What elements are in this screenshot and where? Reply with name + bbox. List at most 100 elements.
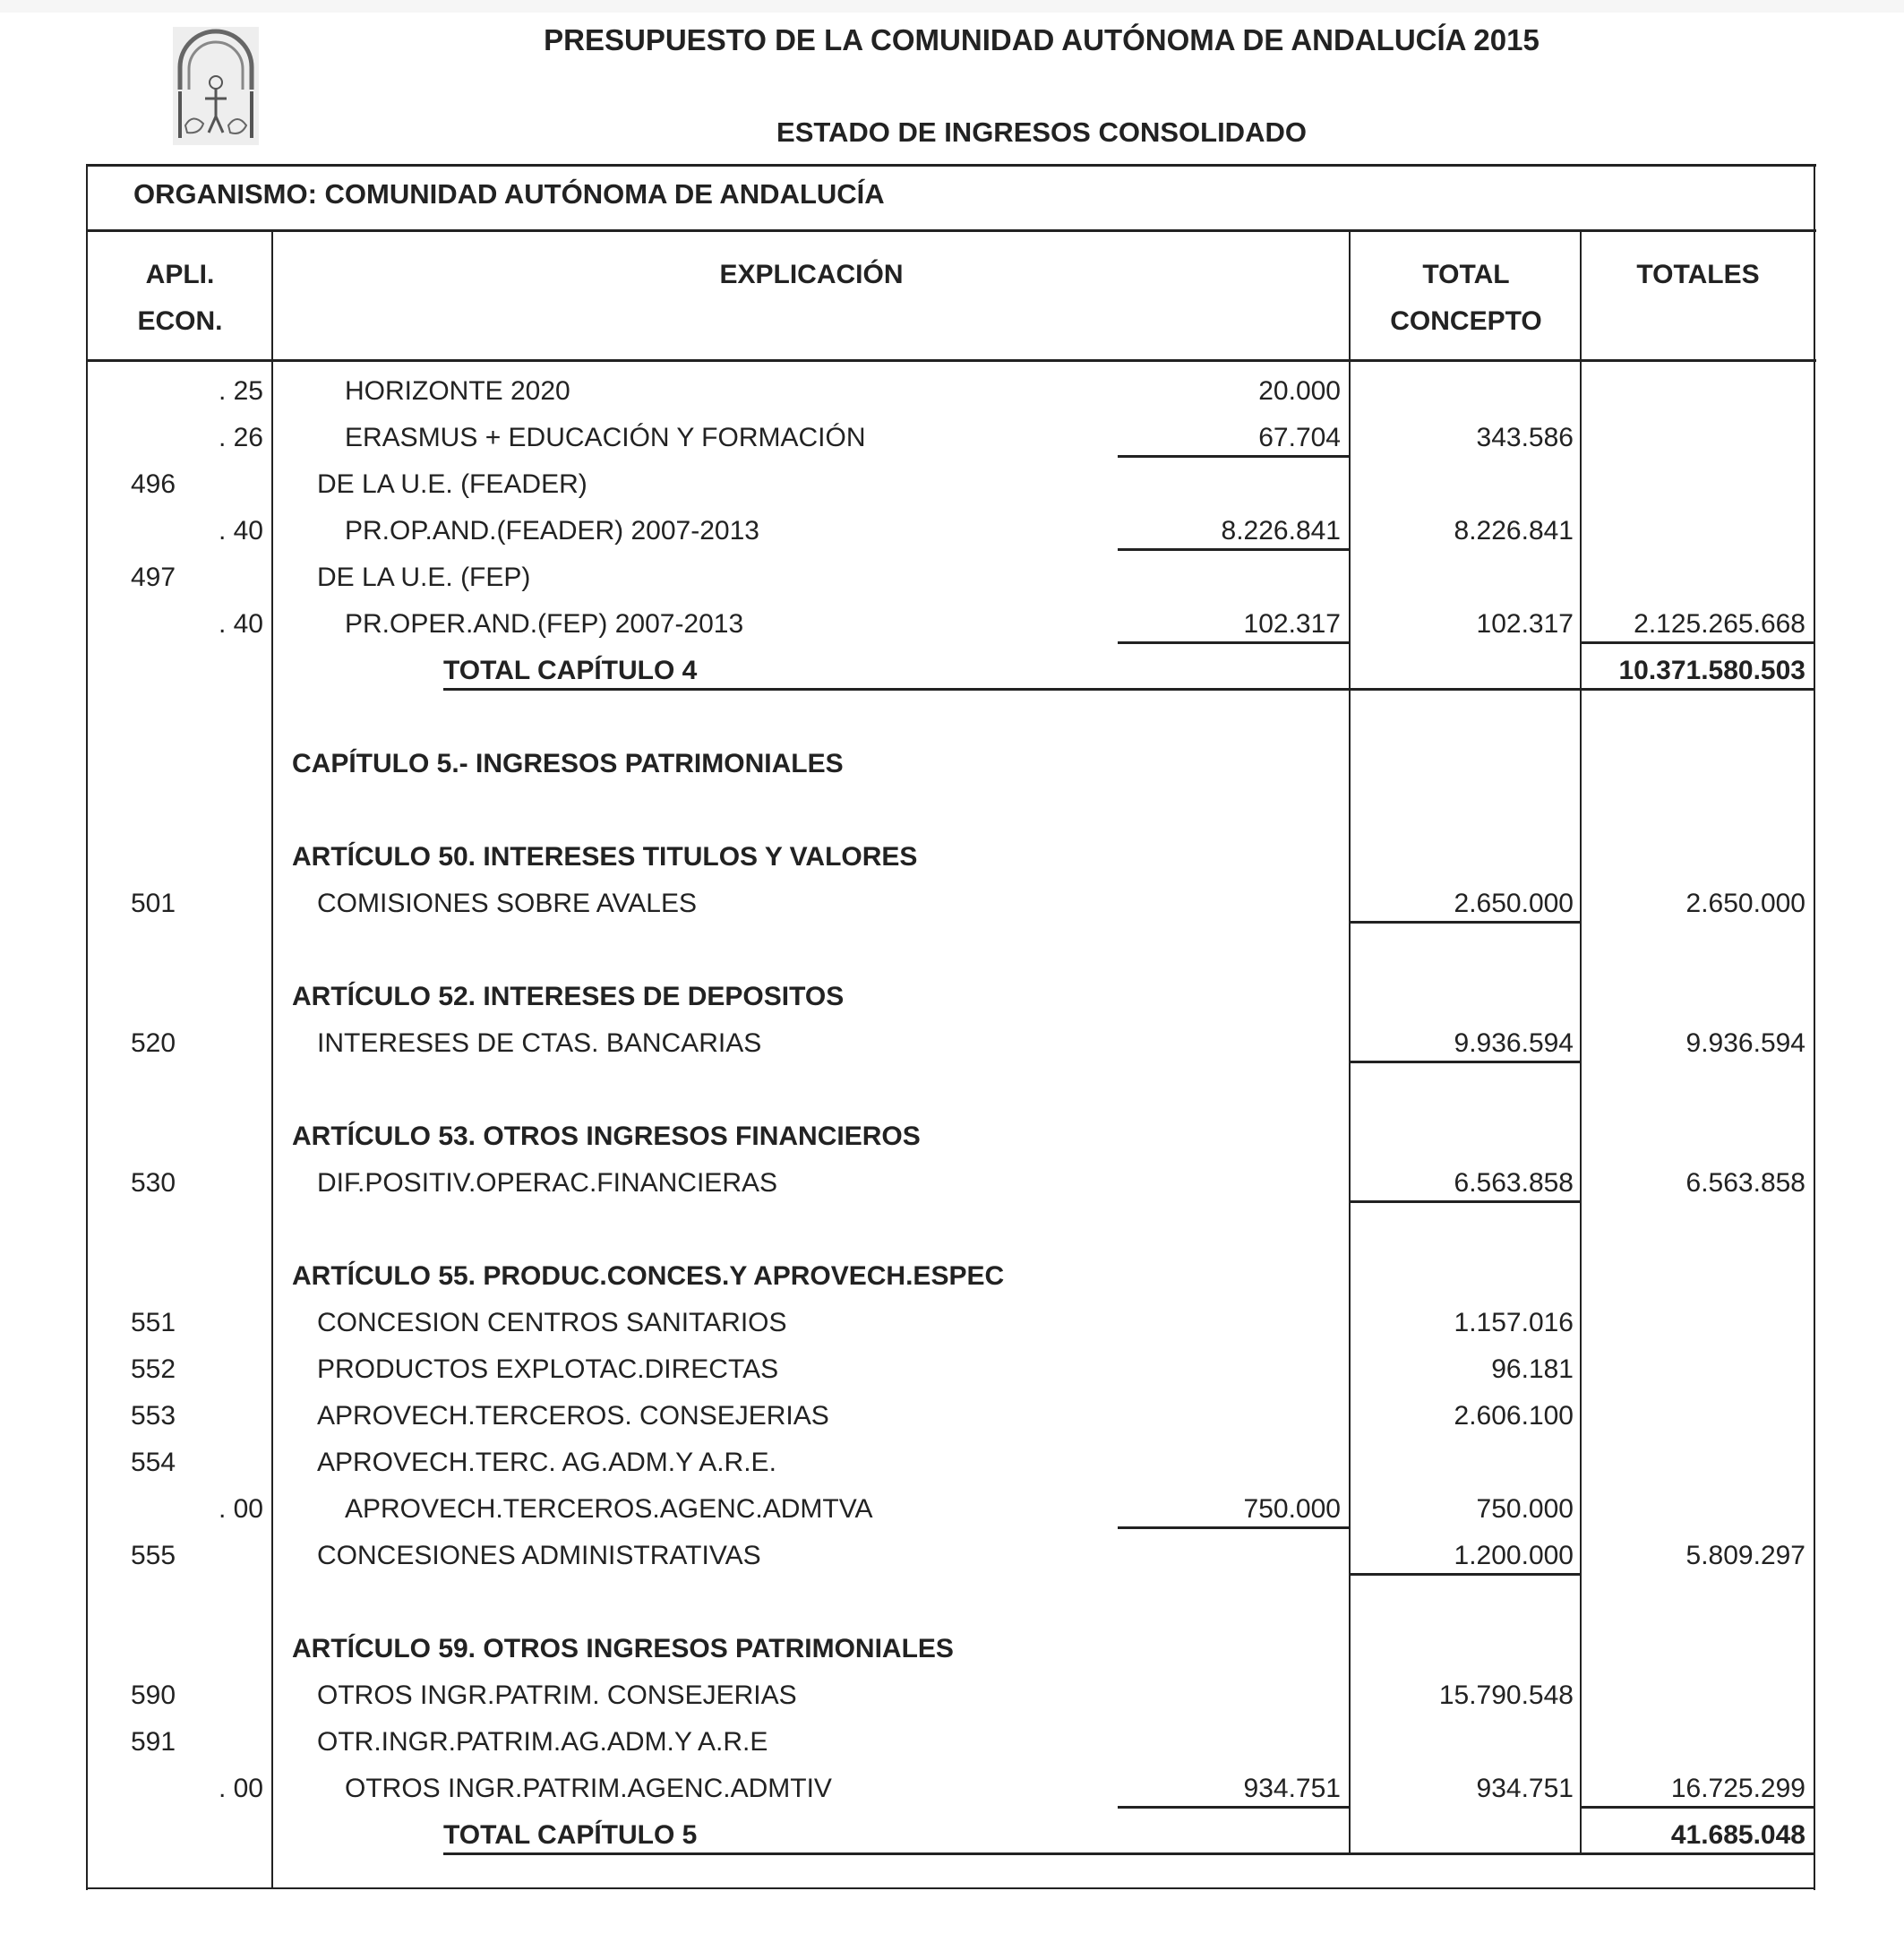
table-top-border (86, 164, 1816, 167)
concept-text: OTROS INGR.PATRIM. CONSEJERIAS (317, 1680, 797, 1710)
totales-amount: 5.809.297 (1685, 1541, 1805, 1570)
andalucia-coat-of-arms-logo (173, 27, 259, 145)
total-concepto-amount: 2.606.100 (1454, 1401, 1574, 1431)
econ-code: 551 (131, 1308, 176, 1337)
totales-amount: 9.936.594 (1685, 1028, 1805, 1058)
subconcept-text: APROVECH.TERCEROS.AGENC.ADMTVA (345, 1494, 873, 1524)
col-total-concepto-line1: TOTAL (1422, 260, 1510, 289)
total-concepto-amount: 1.157.016 (1454, 1308, 1574, 1337)
col-totales: TOTALES (1636, 260, 1760, 289)
subconcept-amount: 20.000 (1258, 376, 1341, 406)
concept-text: CONCESIONES ADMINISTRATIVAS (317, 1541, 761, 1570)
econ-code: 554 (131, 1448, 176, 1477)
concept-text: DE LA U.E. (FEADER) (317, 469, 587, 499)
econ-code: 496 (131, 469, 176, 499)
col-apli-line2: ECON. (137, 306, 223, 336)
total-concepto-amount: 15.790.548 (1438, 1680, 1574, 1710)
col-divider-apli (271, 230, 273, 1889)
subtotal-rule (1118, 1806, 1351, 1809)
document-subtitle: ESTADO DE INGRESOS CONSOLIDADO (776, 116, 1307, 148)
totales-amount: 6.563.858 (1685, 1168, 1805, 1198)
total-concepto-amount: 750.000 (1476, 1494, 1574, 1524)
total-concepto-amount: 1.200.000 (1454, 1541, 1574, 1570)
subconcept-text: OTROS INGR.PATRIM.AGENC.ADMTIV (345, 1774, 832, 1803)
total-concepto-amount: 96.181 (1491, 1354, 1574, 1384)
subtotal-rule (1118, 641, 1351, 644)
table-bottom-border (86, 1887, 1815, 1889)
section-heading: ARTÍCULO 52. INTERESES DE DEPOSITOS (292, 982, 845, 1011)
concept-text: APROVECH.TERCEROS. CONSEJERIAS (317, 1401, 829, 1431)
econ-code: 553 (131, 1401, 176, 1431)
subconcept-amount: 934.751 (1243, 1774, 1341, 1803)
concept-total-rule (1350, 1061, 1582, 1063)
chapter-total-label: TOTAL CAPÍTULO 5 (443, 1820, 698, 1850)
totales-rule (1581, 641, 1815, 644)
econ-subcode: . 00 (218, 1494, 263, 1524)
econ-code: 591 (131, 1727, 176, 1757)
subconcept-amount: 750.000 (1243, 1494, 1341, 1524)
total-concepto-amount: 8.226.841 (1454, 516, 1574, 546)
concept-total-rule (1350, 1200, 1582, 1203)
econ-code: 501 (131, 889, 176, 918)
totales-amount: 2.125.265.668 (1634, 609, 1805, 639)
econ-code: 530 (131, 1168, 176, 1198)
econ-code: 590 (131, 1680, 176, 1710)
concept-text: COMISIONES SOBRE AVALES (317, 889, 698, 918)
col-divider-concepto (1580, 230, 1582, 1854)
econ-subcode: . 25 (218, 376, 263, 406)
total-concepto-amount: 343.586 (1476, 423, 1574, 452)
section-heading: CAPÍTULO 5.- INGRESOS PATRIMONIALES (292, 749, 844, 778)
subconcept-amount: 67.704 (1258, 423, 1341, 452)
totales-amount: 2.650.000 (1685, 889, 1805, 918)
subconcept-amount: 102.317 (1243, 609, 1341, 639)
concept-total-rule (1350, 1573, 1582, 1576)
econ-subcode: . 40 (218, 609, 263, 639)
organismo-label: ORGANISMO: COMUNIDAD AUTÓNOMA DE ANDALUC… (133, 178, 885, 210)
subtotal-rule (1118, 548, 1351, 551)
concept-text: APROVECH.TERC. AG.ADM.Y A.R.E. (317, 1448, 776, 1477)
col-explicacion: EXPLICACIÓN (719, 260, 904, 289)
col-divider-explicacion (1349, 230, 1351, 1854)
total-concepto-amount: 102.317 (1476, 609, 1574, 639)
chapter-total-rule (443, 688, 1815, 691)
econ-code: 520 (131, 1028, 176, 1058)
subconcept-text: PR.OP.AND.(FEADER) 2007-2013 (345, 516, 759, 546)
totales-amount: 10.371.580.503 (1618, 656, 1805, 685)
totales-rule (1581, 1806, 1815, 1809)
header-divider (86, 359, 1816, 362)
subconcept-text: ERASMUS + EDUCACIÓN Y FORMACIÓN (345, 423, 866, 452)
total-concepto-amount: 934.751 (1476, 1774, 1574, 1803)
col-apli-line1: APLI. (145, 260, 215, 289)
subtotal-rule (1118, 1526, 1351, 1529)
concept-text: PRODUCTOS EXPLOTAC.DIRECTAS (317, 1354, 779, 1384)
total-concepto-amount: 2.650.000 (1454, 889, 1574, 918)
concept-text: INTERESES DE CTAS. BANCARIAS (317, 1028, 762, 1058)
econ-subcode: . 00 (218, 1774, 263, 1803)
subconcept-text: HORIZONTE 2020 (345, 376, 570, 406)
subtotal-rule (1118, 455, 1351, 458)
page-top-band (0, 0, 1904, 13)
section-heading: ARTÍCULO 50. INTERESES TITULOS Y VALORES (292, 842, 918, 872)
document-title: PRESUPUESTO DE LA COMUNIDAD AUTÓNOMA DE … (544, 23, 1539, 56)
concept-text: DE LA U.E. (FEP) (317, 563, 531, 592)
total-concepto-amount: 9.936.594 (1454, 1028, 1574, 1058)
subconcept-amount: 8.226.841 (1221, 516, 1341, 546)
totales-amount: 16.725.299 (1670, 1774, 1805, 1803)
econ-code: 497 (131, 563, 176, 592)
concept-total-rule (1350, 921, 1582, 924)
table-right-border (1814, 164, 1815, 1890)
econ-code: 552 (131, 1354, 176, 1384)
concept-text: DIF.POSITIV.OPERAC.FINANCIERAS (317, 1168, 777, 1198)
totales-amount: 41.685.048 (1670, 1820, 1805, 1850)
concept-text: CONCESION CENTROS SANITARIOS (317, 1308, 787, 1337)
econ-subcode: . 26 (218, 423, 263, 452)
section-heading: ARTÍCULO 59. OTROS INGRESOS PATRIMONIALE… (292, 1634, 954, 1663)
chapter-total-rule (443, 1852, 1815, 1855)
section-heading: ARTÍCULO 55. PRODUC.CONCES.Y APROVECH.ES… (292, 1261, 1005, 1291)
total-concepto-amount: 6.563.858 (1454, 1168, 1574, 1198)
chapter-total-label: TOTAL CAPÍTULO 4 (443, 656, 698, 685)
table-left-border (86, 164, 88, 1890)
econ-subcode: . 40 (218, 516, 263, 546)
organismo-divider (86, 229, 1816, 232)
concept-text: OTR.INGR.PATRIM.AG.ADM.Y A.R.E (317, 1727, 768, 1757)
